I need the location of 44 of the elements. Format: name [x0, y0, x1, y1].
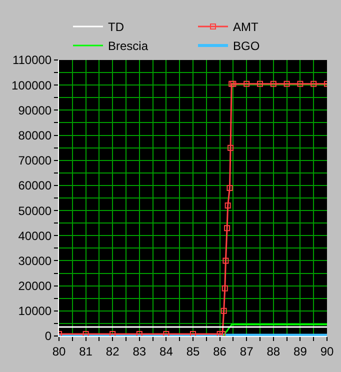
- y-tick-label: 110000: [12, 53, 52, 68]
- legend-label: AMT: [233, 20, 259, 34]
- legend-label: TD: [108, 20, 124, 34]
- point: [82, 330, 89, 336]
- y-tick-label: 80000: [18, 128, 52, 142]
- legend-label: Brescia: [108, 39, 148, 54]
- x-tick-label: 85: [186, 344, 200, 358]
- point: [224, 202, 231, 209]
- point: [297, 80, 304, 87]
- point: [222, 258, 229, 264]
- point: [228, 144, 234, 151]
- legend-label: BGO: [233, 39, 260, 54]
- x-tick-label: 86: [213, 344, 227, 358]
- point: [257, 80, 263, 87]
- point: [163, 330, 170, 336]
- x-tick-label: 81: [79, 344, 93, 358]
- x-tick-label: 89: [294, 344, 308, 358]
- y-tick-label: 10000: [18, 304, 52, 318]
- x-tick-label: 83: [132, 344, 146, 358]
- y-tick-label: 70000: [18, 154, 52, 168]
- y-tick-label: 0: [44, 329, 52, 344]
- point: [224, 225, 230, 232]
- y-tick-label: 40000: [18, 228, 52, 243]
- point: [244, 80, 250, 87]
- x-tick-label: 88: [266, 344, 280, 358]
- y-tick-label: 20000: [18, 279, 52, 294]
- y-tick-label: 30000: [18, 254, 52, 268]
- point: [270, 80, 276, 87]
- y-tick-label: 60000: [18, 178, 52, 193]
- y-tick-label: 50000: [18, 204, 52, 218]
- x-tick-label: 80: [52, 344, 66, 358]
- point: [226, 184, 233, 191]
- point: [310, 80, 317, 87]
- point: [110, 330, 116, 336]
- x-tick-label: 90: [320, 344, 334, 358]
- point: [222, 285, 228, 292]
- y-tick-label: 100000: [12, 78, 52, 92]
- point: [284, 80, 290, 87]
- x-tick-label: 87: [240, 344, 254, 358]
- point: [136, 330, 142, 336]
- y-tick-label: 90000: [18, 103, 52, 118]
- point: [220, 308, 227, 314]
- x-tick-label: 82: [106, 344, 120, 358]
- x-tick-label: 84: [160, 344, 174, 358]
